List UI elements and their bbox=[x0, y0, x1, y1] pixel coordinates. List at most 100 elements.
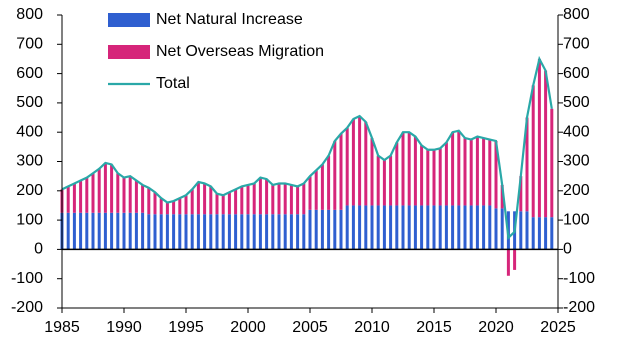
bar bbox=[358, 116, 362, 206]
bar bbox=[265, 179, 269, 215]
bar bbox=[147, 214, 151, 250]
bar bbox=[221, 214, 225, 250]
bar bbox=[296, 214, 300, 250]
bar bbox=[72, 212, 76, 250]
bar bbox=[246, 214, 250, 250]
bar bbox=[413, 136, 417, 206]
y-tick-label: -100 bbox=[11, 270, 43, 287]
bar bbox=[165, 202, 169, 215]
bar bbox=[426, 205, 430, 250]
bar bbox=[103, 162, 107, 213]
bar bbox=[79, 180, 83, 213]
bar bbox=[147, 187, 151, 215]
y2-tick-label: 600 bbox=[563, 65, 590, 82]
bar bbox=[513, 249, 517, 270]
bar bbox=[196, 214, 200, 250]
y2-tick-label: 400 bbox=[563, 123, 590, 140]
bar bbox=[66, 186, 70, 213]
bar bbox=[500, 208, 504, 250]
bar bbox=[506, 249, 510, 276]
bar bbox=[494, 208, 498, 250]
bar bbox=[389, 205, 393, 250]
bar bbox=[519, 211, 523, 250]
bar bbox=[308, 209, 312, 250]
bar bbox=[488, 139, 492, 206]
bar bbox=[110, 212, 114, 250]
bar bbox=[463, 205, 467, 250]
bar bbox=[85, 177, 89, 213]
bar bbox=[178, 214, 182, 250]
bar bbox=[122, 177, 126, 213]
bar bbox=[401, 132, 405, 206]
bar bbox=[283, 214, 287, 250]
bar bbox=[531, 217, 535, 250]
y-tick-label: 0 bbox=[34, 241, 43, 258]
bar bbox=[333, 209, 337, 250]
bar bbox=[469, 205, 473, 250]
bar bbox=[215, 214, 219, 250]
x-tick-label: 2005 bbox=[292, 319, 328, 336]
bar bbox=[289, 184, 293, 215]
bar bbox=[432, 205, 436, 250]
bar bbox=[128, 176, 132, 213]
bar bbox=[203, 214, 207, 250]
x-tick-label: 2020 bbox=[478, 319, 514, 336]
bar bbox=[395, 142, 399, 206]
bar bbox=[141, 184, 145, 213]
bar bbox=[327, 209, 331, 250]
bar bbox=[351, 205, 355, 250]
bar bbox=[110, 164, 114, 213]
bar bbox=[457, 130, 461, 206]
bar bbox=[444, 142, 448, 206]
bar bbox=[351, 119, 355, 206]
bar bbox=[475, 205, 479, 250]
bar bbox=[289, 214, 293, 250]
bar bbox=[203, 183, 207, 215]
y-tick-label: 100 bbox=[16, 211, 43, 228]
bar bbox=[153, 192, 157, 215]
bar bbox=[469, 139, 473, 206]
bar bbox=[265, 214, 269, 250]
bar bbox=[308, 176, 312, 210]
legend-swatch bbox=[108, 45, 150, 59]
bar bbox=[227, 214, 231, 250]
bar bbox=[382, 160, 386, 206]
bar bbox=[252, 214, 256, 250]
bar bbox=[370, 138, 374, 206]
legend-label: Total bbox=[156, 75, 190, 92]
bar bbox=[209, 214, 213, 250]
bar bbox=[97, 168, 101, 213]
bar bbox=[432, 149, 436, 206]
bar bbox=[333, 140, 337, 210]
y2-tick-label: 500 bbox=[563, 94, 590, 111]
bar bbox=[395, 205, 399, 250]
bar bbox=[271, 214, 275, 250]
bar bbox=[345, 127, 349, 206]
y-tick-label: -200 bbox=[11, 299, 43, 316]
legend-label: Net Natural Increase bbox=[156, 11, 303, 28]
bar bbox=[172, 201, 176, 215]
bar bbox=[252, 183, 256, 215]
bar bbox=[389, 155, 393, 206]
y-tick-label: 300 bbox=[16, 153, 43, 170]
bar bbox=[376, 155, 380, 206]
legend-label: Net Overseas Migration bbox=[156, 43, 324, 60]
bar bbox=[277, 183, 281, 215]
bar bbox=[438, 205, 442, 250]
bar bbox=[283, 183, 287, 215]
bar bbox=[116, 173, 120, 213]
bar bbox=[91, 212, 95, 250]
bar bbox=[159, 198, 163, 215]
bar bbox=[246, 184, 250, 215]
bar bbox=[444, 205, 448, 250]
bar bbox=[339, 209, 343, 250]
bar bbox=[544, 70, 548, 218]
bar bbox=[128, 212, 132, 250]
x-tick-label: 2010 bbox=[354, 319, 390, 336]
y-tick-label: 700 bbox=[16, 36, 43, 53]
bar bbox=[79, 212, 83, 250]
bar bbox=[134, 180, 138, 213]
bar bbox=[227, 192, 231, 215]
bar bbox=[258, 177, 262, 215]
